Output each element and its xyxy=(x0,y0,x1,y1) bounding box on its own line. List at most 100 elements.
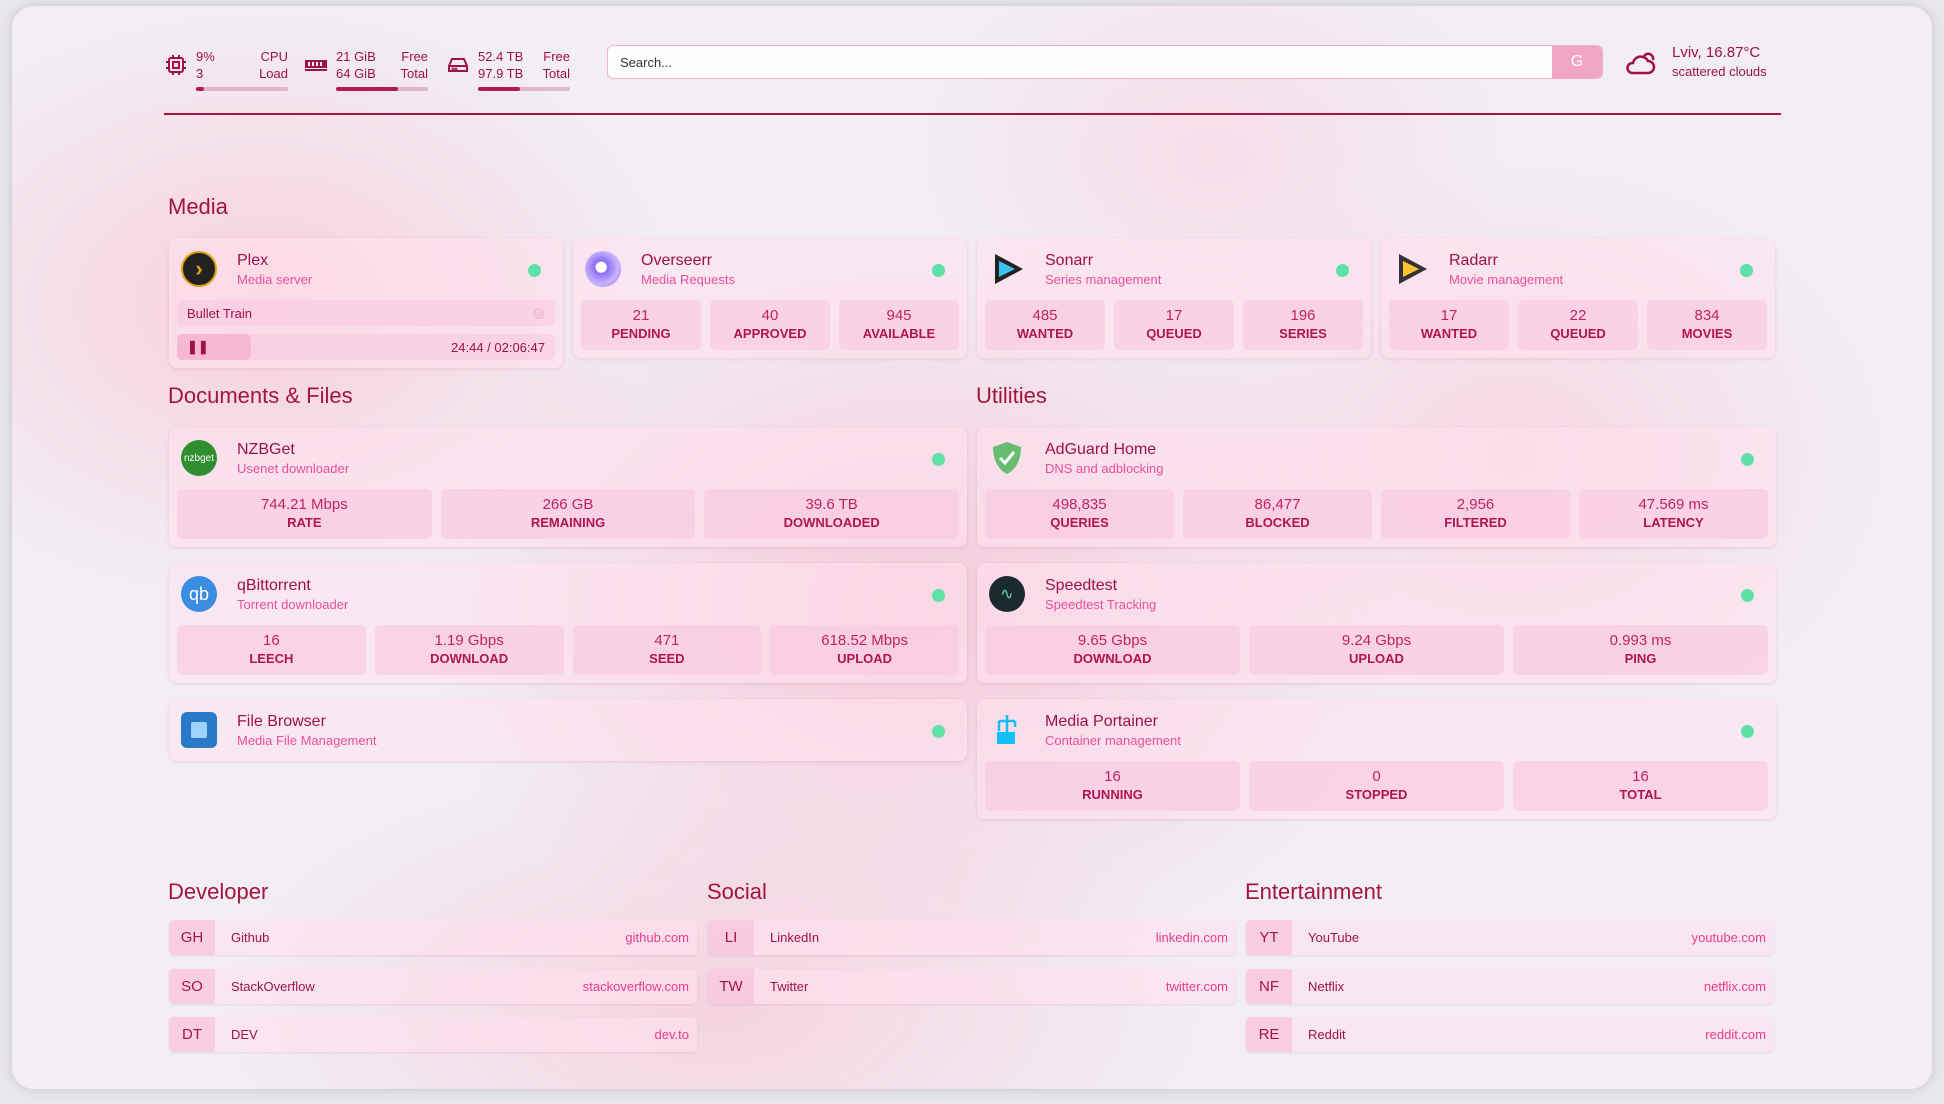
stat-download: 9.65 Gbps DOWNLOAD xyxy=(985,625,1240,675)
service-card-speedtest[interactable]: ∿ Speedtest Speedtest Tracking 9.65 Gbps DOW… xyxy=(977,563,1776,683)
bookmark-youtube[interactable]: YT YouTube youtube.com xyxy=(1246,920,1774,955)
search-input[interactable] xyxy=(608,46,1552,78)
stream-info-icon[interactable]: ◎ xyxy=(533,305,545,320)
bookmark-stackoverflow[interactable]: SO StackOverflow stackoverflow.com xyxy=(169,968,697,1004)
stat-approved: 40 APPROVED xyxy=(710,300,830,350)
stat-label: WANTED xyxy=(1420,326,1478,341)
stat-label: PENDING xyxy=(611,326,671,341)
sonarr-icon xyxy=(995,254,1023,284)
service-name: qBittorrent xyxy=(237,576,311,594)
stat-label: BLOCKED xyxy=(1245,515,1310,530)
service-card-filebrowser[interactable]: File Browser Media File Management xyxy=(169,699,967,761)
service-name: File Browser xyxy=(237,712,326,730)
stat-value: 834 xyxy=(1694,307,1720,324)
service-name: AdGuard Home xyxy=(1045,440,1157,458)
service-description: Movie management xyxy=(1449,271,1564,287)
bookmark-abbr: NF xyxy=(1246,968,1292,1004)
memory-free: 21 GiB xyxy=(336,49,376,64)
cpu-usage: 9% xyxy=(196,49,215,64)
service-name: Media Portainer xyxy=(1045,712,1158,730)
now-playing-title: Bullet Train xyxy=(187,305,253,321)
stat-value: 1.19 Gbps xyxy=(434,632,504,649)
status-indicator xyxy=(1336,264,1349,277)
stat-blocked: 86,477 BLOCKED xyxy=(1183,489,1372,539)
bookmark-name: Netflix xyxy=(1308,978,1345,994)
memory-free-label: Free xyxy=(401,49,428,64)
bookmark-github[interactable]: GH Github github.com xyxy=(169,920,697,955)
stat-value: 2,956 xyxy=(1456,496,1495,513)
stat-label: APPROVED xyxy=(733,326,807,341)
service-description: Container management xyxy=(1045,732,1181,748)
service-description: Series management xyxy=(1045,271,1162,287)
bookmark-url: reddit.com xyxy=(1705,1027,1766,1042)
service-description: Torrent downloader xyxy=(237,596,349,612)
stat-value: 196 xyxy=(1290,307,1316,324)
memory-widget: 21 GiB Free 64 GiB Total xyxy=(304,48,428,91)
bookmark-dev[interactable]: DT DEV dev.to xyxy=(169,1017,697,1052)
section-developer: Developer xyxy=(168,879,269,904)
disk-total: 97.9 TB xyxy=(478,66,524,81)
service-card-sonarr[interactable]: Sonarr Series management 485 WANTED 17 QUEUED… xyxy=(977,238,1371,358)
memory-bar xyxy=(336,87,428,91)
speedtest-icon: ∿ xyxy=(989,576,1025,612)
service-card-adguard[interactable]: AdGuard Home DNS and adblocking 498,835 QUE… xyxy=(977,427,1776,547)
status-indicator xyxy=(1741,589,1754,602)
stat-leech: 16 LEECH xyxy=(177,625,366,675)
service-description: Media server xyxy=(237,271,313,287)
search-bar: G xyxy=(607,45,1603,79)
service-card-qbittorrent[interactable]: qb qBittorrent Torrent downloader 16 LEECH 1.… xyxy=(169,563,967,683)
stat-label: REMAINING xyxy=(530,515,606,530)
stat-label: DOWNLOAD xyxy=(430,651,509,666)
stat-running: 16 RUNNING xyxy=(985,761,1240,811)
service-card-plex[interactable]: › Plex Media server Bullet Train ◎ ❚❚ 24:44 /… xyxy=(169,238,563,368)
stat-seed: 471 SEED xyxy=(572,625,762,675)
pause-icon[interactable]: ❚❚ xyxy=(187,339,209,354)
stat-value: 618.52 Mbps xyxy=(821,632,908,649)
stat-label: UPLOAD xyxy=(837,651,893,666)
bookmark-name: Github xyxy=(231,930,270,945)
service-card-nzbget[interactable]: nzbget NZBGet Usenet downloader 744.21 Mbps… xyxy=(169,427,967,547)
service-card-portainer[interactable]: Media Portainer Container management 16 RUN… xyxy=(977,699,1776,819)
bookmark-name: DEV xyxy=(231,1027,258,1042)
status-indicator xyxy=(1740,264,1753,277)
service-card-radarr[interactable]: Radarr Movie management 17 WANTED 22 QUEUED 83… xyxy=(1381,238,1775,358)
stat-movies: 834 MOVIES xyxy=(1647,300,1767,350)
service-name: Sonarr xyxy=(1045,251,1094,269)
bookmark-reddit[interactable]: RE Reddit reddit.com xyxy=(1246,1017,1774,1052)
bookmark-abbr: LI xyxy=(708,920,754,955)
radarr-icon xyxy=(1399,254,1427,284)
service-card-overseerr[interactable]: Overseerr Media Requests 21 PENDING 40 APPROV… xyxy=(573,238,967,358)
portainer-icon xyxy=(997,715,1017,744)
stat-value: 16 xyxy=(1632,768,1649,785)
section-documents: Documents & Files xyxy=(168,383,353,408)
stat-label: DOWNLOADED xyxy=(783,515,880,530)
memory-total: 64 GiB xyxy=(336,66,376,81)
cpu-bar xyxy=(196,87,288,91)
stat-label: TOTAL xyxy=(1619,787,1662,802)
stat-value: 39.6 TB xyxy=(805,496,858,513)
file-browser-icon xyxy=(181,712,217,748)
search-provider-button[interactable]: G xyxy=(1552,46,1602,78)
stat-value: 498,835 xyxy=(1052,496,1107,513)
stat-label: LATENCY xyxy=(1643,515,1704,530)
nzbget-icon: nzbget xyxy=(181,440,217,476)
stat-label: FILTERED xyxy=(1444,515,1507,530)
stat-value: 47.569 ms xyxy=(1638,496,1709,513)
bookmark-twitter[interactable]: TW Twitter twitter.com xyxy=(708,968,1236,1004)
stat-value: 471 xyxy=(654,632,680,649)
bookmark-name: YouTube xyxy=(1308,930,1360,945)
bookmark-name: StackOverflow xyxy=(231,978,315,994)
dashboard: 9% CPU 3 Load 21 GiB Free 64 GiB Total 52.4 TB… xyxy=(12,6,1932,1089)
stat-value: 16 xyxy=(1104,768,1121,785)
bookmark-netflix[interactable]: NF Netflix netflix.com xyxy=(1246,968,1774,1004)
stat-label: PING xyxy=(1624,651,1657,666)
qbittorrent-icon: qb xyxy=(181,576,217,612)
bookmark-name: Reddit xyxy=(1308,1027,1346,1042)
stat-wanted: 485 WANTED xyxy=(985,300,1105,350)
status-indicator xyxy=(1741,453,1754,466)
status-indicator xyxy=(932,264,945,277)
bookmark-linkedin[interactable]: LI LinkedIn linkedin.com xyxy=(708,920,1236,955)
stat-label: MOVIES xyxy=(1681,326,1733,341)
bookmark-url: linkedin.com xyxy=(1155,930,1228,945)
stat-label: DOWNLOAD xyxy=(1073,651,1152,666)
